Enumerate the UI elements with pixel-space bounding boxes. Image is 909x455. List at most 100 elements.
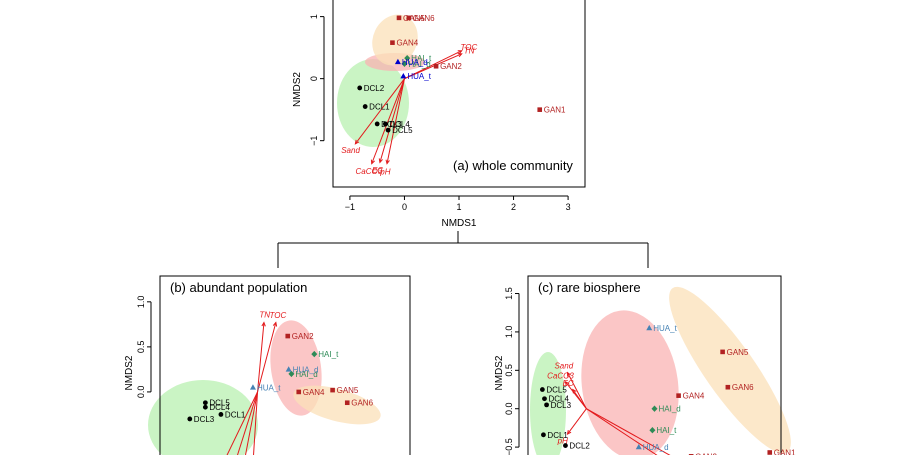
env-vector-ph [386, 78, 405, 164]
env-label-sand: Sand [554, 362, 573, 371]
point-gan6 [344, 400, 350, 406]
env-arrowhead [261, 321, 266, 327]
point-label-hua-t: HUA_t [653, 324, 677, 333]
env-arrowhead [566, 371, 572, 377]
point-hua-d [635, 443, 642, 450]
x-tick-label: 3 [566, 202, 571, 212]
y-tick-label: 0.5 [136, 341, 146, 354]
point-label-gan4: GAN4 [683, 392, 705, 401]
panel-title: (b) abundant population [170, 280, 307, 295]
env-vector-unlabeled [245, 391, 259, 455]
ellipse-gan [372, 14, 418, 66]
point-label-dcl4: DCL4 [548, 395, 569, 404]
y-axis-label: NMDS2 [292, 72, 303, 107]
x-tick-label: 1 [456, 202, 461, 212]
env-arrowhead [272, 321, 278, 327]
env-label-tn: TN [259, 311, 270, 320]
point-label-hai-d: HAI_d [408, 60, 430, 69]
point-label-dcl2: DCL2 [569, 442, 590, 451]
ellipse-hai [581, 310, 679, 455]
env-vector-sand [354, 78, 405, 145]
point-dcl5 [385, 127, 391, 133]
env-label-sand: Sand [341, 146, 360, 155]
y-tick-label: 0.0 [504, 402, 514, 415]
point-label-dcl5: DCL5 [392, 126, 413, 135]
x-tick-label: 2 [511, 202, 516, 212]
point-label-gan4: GAN4 [303, 388, 325, 397]
point-dcl3 [374, 121, 380, 127]
point-label-dcl1: DCL1 [547, 431, 568, 440]
point-gan5 [396, 15, 402, 21]
point-gan6 [406, 15, 412, 21]
point-label-gan1: GAN1 [544, 106, 566, 115]
point-hai-t [649, 427, 656, 434]
point-label-dcl3: DCL3 [194, 415, 215, 424]
panel-title: (a) whole community [453, 158, 573, 173]
y-tick-label: −1 [309, 136, 319, 146]
point-dcl5 [202, 400, 208, 406]
point-hua-t [400, 72, 407, 79]
env-arrowhead [457, 50, 463, 55]
env-vector-ph [567, 408, 587, 435]
x-tick-label: 0 [402, 202, 407, 212]
point-hua-t [249, 384, 256, 390]
env-vector-caco3 [371, 78, 405, 164]
env-arrowhead [566, 430, 572, 435]
point-hua-d [394, 58, 401, 65]
point-label-hua-t: HUA_t [257, 383, 281, 392]
point-hai-d [401, 60, 408, 67]
plot-frame [332, 0, 586, 188]
point-label-hai-t: HAI_t [411, 54, 432, 63]
y-tick-label: 1.0 [136, 296, 146, 309]
point-label-hua-d: HUA_d [402, 58, 428, 67]
point-dcl4 [542, 396, 547, 402]
point-label-gan2: GAN2 [292, 332, 314, 341]
point-label-gan2: GAN2 [695, 452, 717, 455]
env-label-ph: pH [379, 167, 390, 176]
point-label-dcl1: DCL1 [225, 410, 246, 419]
ellipse-gan [669, 286, 791, 454]
y-tick-label: 0 [309, 76, 319, 81]
plot-frame [159, 275, 411, 455]
point-gan2 [285, 333, 291, 339]
point-dcl2 [357, 85, 363, 91]
env-arrowhead [370, 159, 375, 165]
y-axis-label: NMDS2 [494, 355, 505, 390]
env-arrowhead [457, 53, 463, 58]
env-label-ec: EC [563, 379, 574, 388]
y-tick-label: 0.5 [504, 364, 514, 377]
point-label-gan6: GAN6 [732, 383, 754, 392]
env-label-caco3: CaCO3 [356, 167, 383, 176]
point-dcl1 [541, 432, 546, 438]
env-vector-unlabeled [253, 391, 259, 455]
env-label-caco3: CaCO3 [547, 372, 574, 381]
env-label-ph: pH [557, 436, 568, 445]
point-label-hua-d: HUA_d [643, 443, 669, 452]
point-gan2 [433, 63, 439, 69]
point-hai-d [651, 405, 658, 412]
point-label-dcl5: DCL5 [209, 399, 230, 408]
point-gan6 [725, 384, 731, 390]
point-label-dcl1: DCL1 [369, 103, 390, 112]
point-label-hua-t: HUA_t [407, 72, 431, 81]
env-arrowhead [378, 158, 383, 164]
env-vector-tn [257, 322, 265, 392]
point-label-hai-t: HAI_t [318, 350, 339, 359]
env-arrowhead [385, 159, 390, 165]
env-label-ec: EC [372, 166, 383, 175]
env-vector-toc [257, 322, 277, 393]
point-label-gan4: GAN4 [396, 39, 418, 48]
y-tick-label: 0.0 [136, 386, 146, 399]
x-tick-label: −1 [345, 202, 355, 212]
point-gan4 [390, 40, 395, 45]
point-label-dcl2: DCL2 [364, 84, 385, 93]
point-hai-t [404, 54, 411, 62]
point-label-dcl3: DCL3 [381, 120, 402, 129]
y-tick-label: 1.5 [504, 287, 514, 300]
point-gan5 [720, 349, 725, 355]
plot-frame [527, 275, 782, 455]
point-dcl4 [382, 121, 388, 127]
y-axis-label: NMDS2 [124, 355, 135, 390]
point-label-gan6: GAN6 [413, 14, 435, 23]
